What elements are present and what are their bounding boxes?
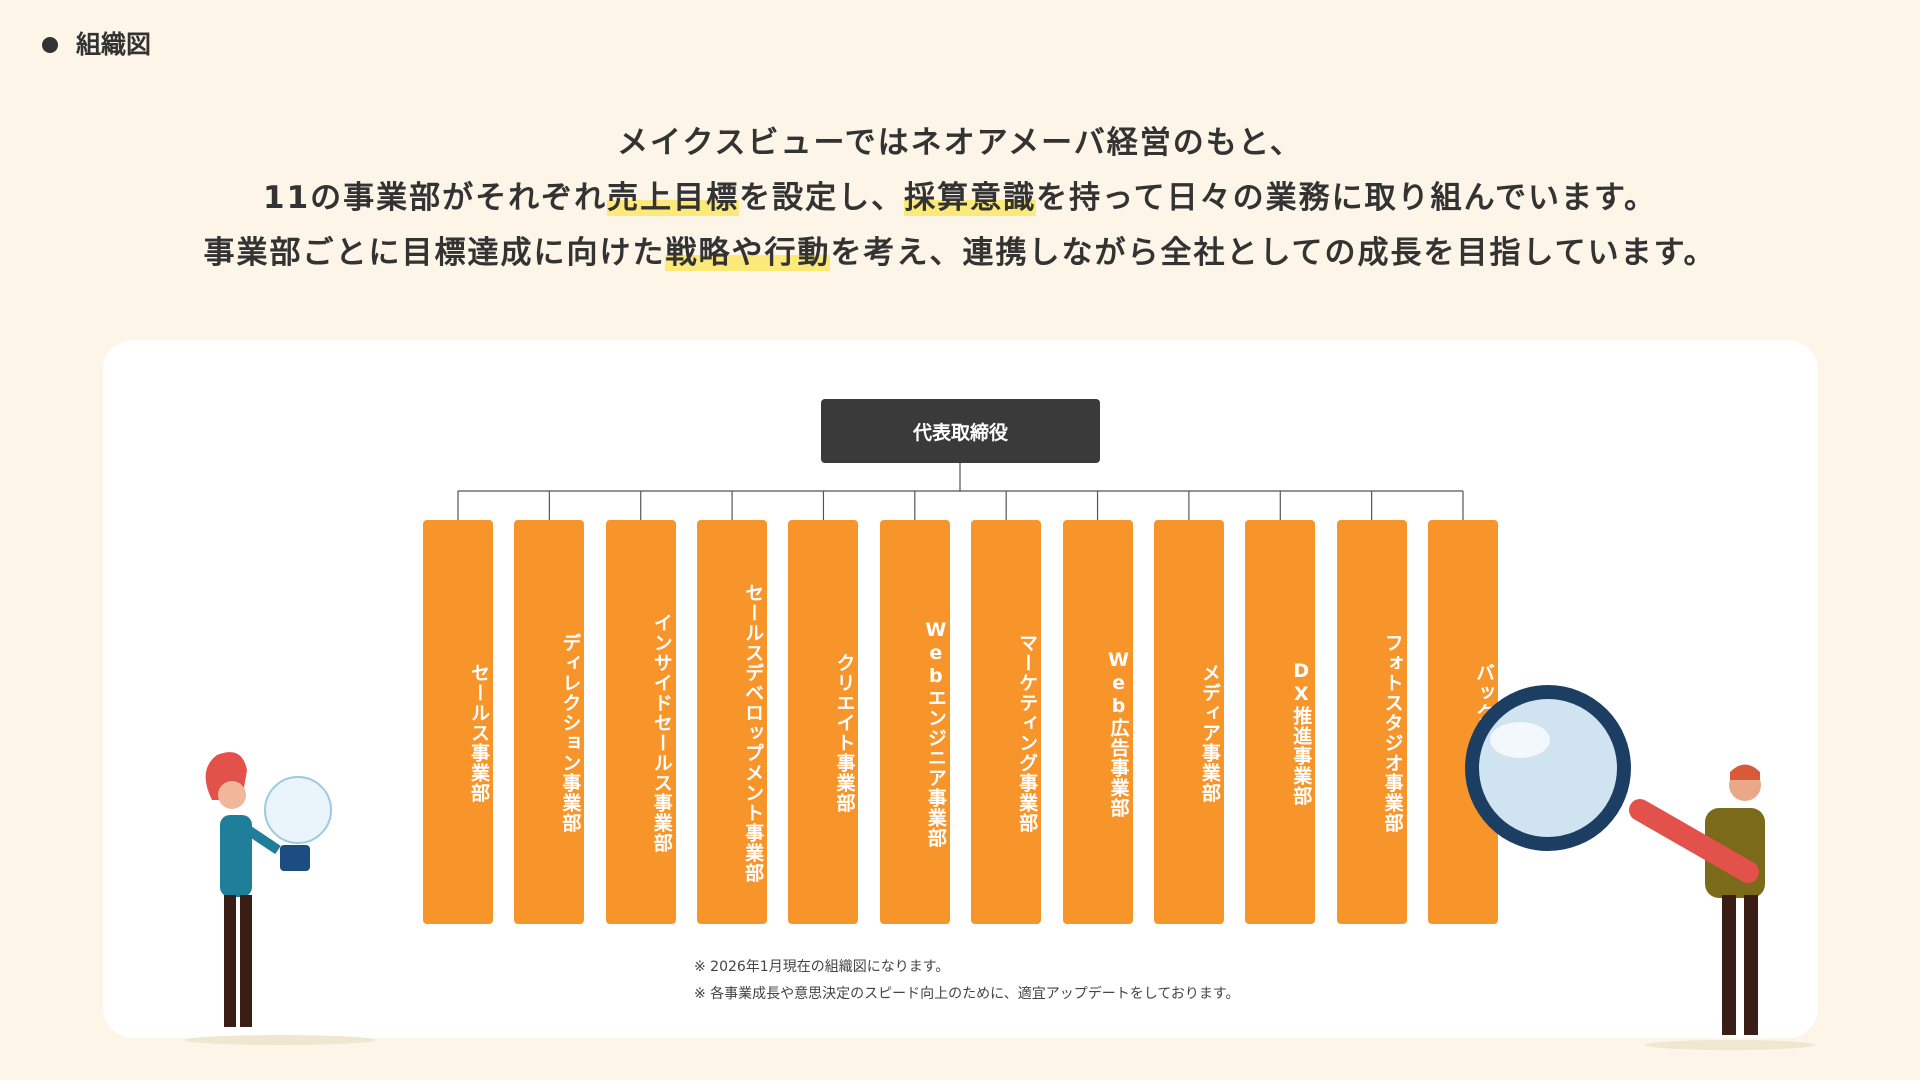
department: セールス事業部: [423, 520, 493, 924]
bullet: [42, 37, 58, 53]
intro-line: 事業部ごとに目標達成に向けた戦略や行動を考え、連携しながら全社としての成長を目指…: [0, 226, 1920, 281]
intro-line: 11の事業部がそれぞれ売上目標を設定し、採算意識を持って日々の業務に取り組んでい…: [0, 171, 1920, 226]
department: クリエイト事業部: [788, 520, 859, 924]
highlight: 戦略や行動: [665, 235, 831, 271]
highlight: 売上目標: [607, 180, 740, 216]
department: セールスデベロップメント事業部: [697, 520, 768, 924]
intro-text: を持って日々の業務に取り組んでいます。: [1036, 180, 1657, 216]
intro-text: を設定し、: [739, 180, 905, 216]
department: フォトスタジオ事業部: [1336, 520, 1407, 924]
department: マーケティング事業部: [971, 520, 1042, 924]
department: Webエンジニア事業部: [879, 520, 950, 924]
intro: メイクスビューではネオアメーバ経営のもと、 11の事業部がそれぞれ売上目標を設定し…: [0, 116, 1920, 281]
note: ※ 2026年1月現在の組織図になります。: [694, 959, 950, 975]
highlight: 採算意識: [904, 180, 1037, 216]
root-node: 代表取締役: [821, 399, 1100, 463]
department: インサイドセールス事業部: [605, 520, 676, 924]
note: ※ 各事業成長や意思決定のスピード向上のために、適宜アップデートをしております。: [694, 986, 1240, 1002]
department: DX推進事業部: [1245, 520, 1316, 924]
intro-text: 11の事業部がそれぞれ: [263, 180, 608, 216]
section-title: 組織図: [76, 30, 152, 59]
department: ディレクション事業部: [514, 520, 585, 924]
department: メディア事業部: [1153, 520, 1224, 924]
intro-text: メイクスビューではネオアメーバ経営のもと、: [617, 125, 1303, 161]
intro-line: メイクスビューではネオアメーバ経営のもと、: [0, 116, 1920, 171]
intro-text: 事業部ごとに目標達成に向けた: [203, 235, 666, 271]
intro-text: を考え、連携しながら全社としての成長を目指しています。: [830, 235, 1717, 271]
department: Web広告事業部: [1062, 520, 1133, 924]
